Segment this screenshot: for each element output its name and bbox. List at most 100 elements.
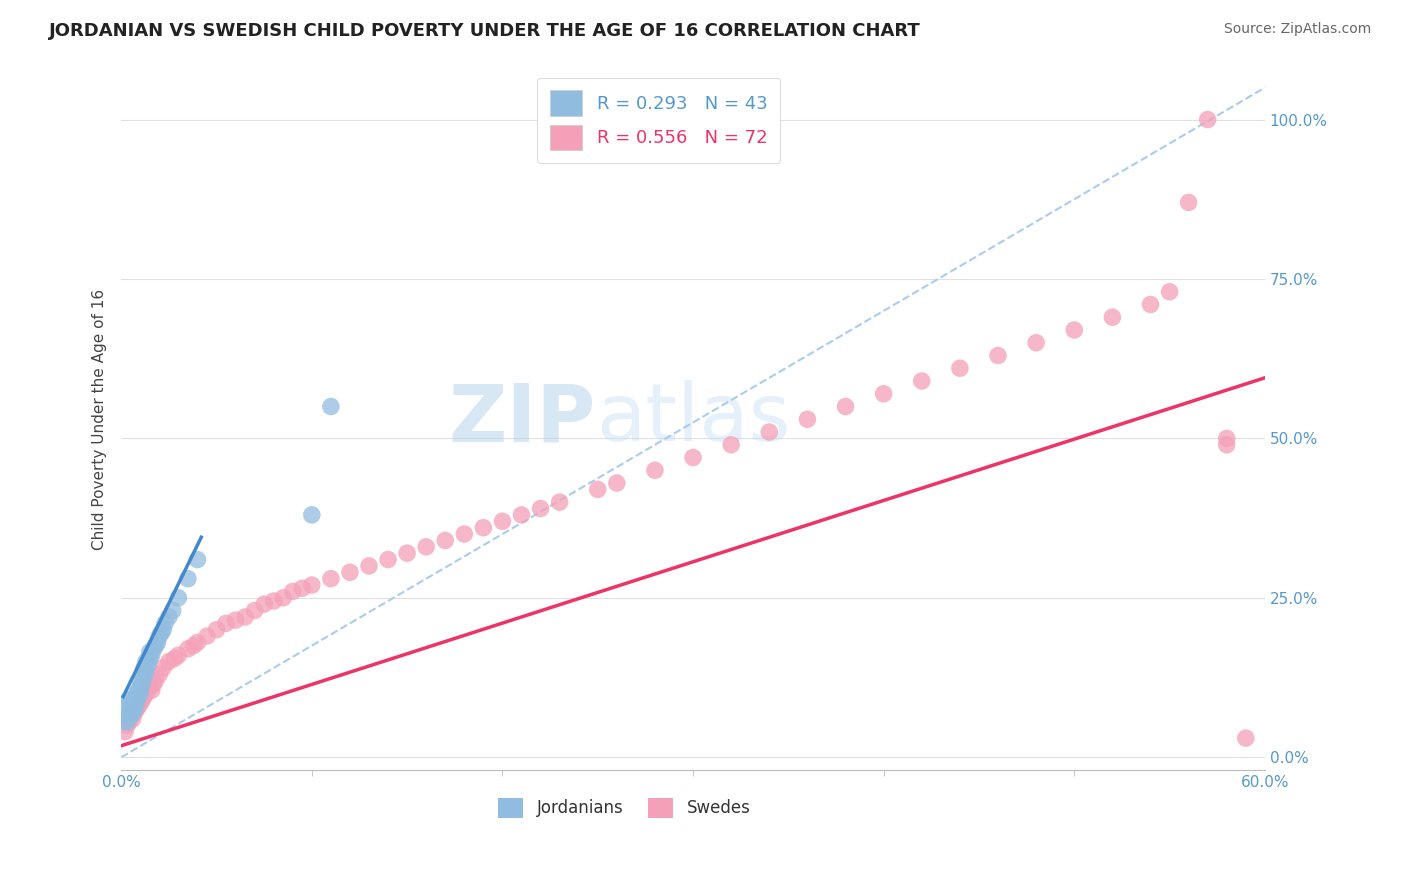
Point xyxy=(148,629,170,643)
Point xyxy=(510,508,533,522)
Point xyxy=(129,673,152,688)
Point xyxy=(291,581,314,595)
Point xyxy=(120,702,142,716)
Point xyxy=(758,425,780,439)
Point xyxy=(434,533,457,548)
Point xyxy=(114,712,136,726)
Point xyxy=(301,508,323,522)
Point xyxy=(1025,335,1047,350)
Point xyxy=(253,597,276,611)
Point xyxy=(131,677,153,691)
Point xyxy=(263,594,285,608)
Point xyxy=(720,438,742,452)
Point xyxy=(145,673,167,688)
Point xyxy=(834,400,856,414)
Text: atlas: atlas xyxy=(596,380,790,458)
Point xyxy=(357,558,380,573)
Point xyxy=(152,661,174,675)
Point xyxy=(162,603,184,617)
Point xyxy=(377,552,399,566)
Point xyxy=(281,584,304,599)
Point xyxy=(157,655,180,669)
Point xyxy=(132,671,155,685)
Point xyxy=(491,514,513,528)
Point xyxy=(127,699,149,714)
Point xyxy=(195,629,218,643)
Point xyxy=(186,635,208,649)
Point xyxy=(415,540,437,554)
Point xyxy=(215,616,238,631)
Text: Source: ZipAtlas.com: Source: ZipAtlas.com xyxy=(1223,22,1371,37)
Point xyxy=(271,591,294,605)
Point xyxy=(243,603,266,617)
Point xyxy=(118,712,141,726)
Point xyxy=(125,696,148,710)
Point xyxy=(177,641,200,656)
Point xyxy=(167,648,190,663)
Point xyxy=(163,651,186,665)
Point xyxy=(135,655,157,669)
Point xyxy=(529,501,551,516)
Point xyxy=(225,613,247,627)
Point xyxy=(115,699,138,714)
Point xyxy=(319,572,342,586)
Point xyxy=(1139,297,1161,311)
Point xyxy=(301,578,323,592)
Point xyxy=(1177,195,1199,210)
Point xyxy=(548,495,571,509)
Point xyxy=(124,702,146,716)
Point xyxy=(129,680,152,694)
Point xyxy=(139,645,162,659)
Point xyxy=(124,693,146,707)
Point xyxy=(141,648,163,663)
Point xyxy=(136,657,159,672)
Point xyxy=(139,680,162,694)
Point xyxy=(796,412,818,426)
Point xyxy=(911,374,934,388)
Point xyxy=(682,450,704,465)
Text: ZIP: ZIP xyxy=(449,380,596,458)
Point xyxy=(125,702,148,716)
Point xyxy=(142,677,165,691)
Point xyxy=(127,683,149,698)
Point xyxy=(153,616,176,631)
Point xyxy=(1197,112,1219,127)
Point xyxy=(121,706,143,720)
Text: JORDANIAN VS SWEDISH CHILD POVERTY UNDER THE AGE OF 16 CORRELATION CHART: JORDANIAN VS SWEDISH CHILD POVERTY UNDER… xyxy=(49,22,921,40)
Point xyxy=(120,708,142,723)
Point xyxy=(114,724,136,739)
Point xyxy=(146,635,169,649)
Point xyxy=(118,706,141,720)
Point xyxy=(139,651,162,665)
Point xyxy=(150,626,173,640)
Point xyxy=(1063,323,1085,337)
Point xyxy=(121,699,143,714)
Point xyxy=(121,712,143,726)
Point xyxy=(131,667,153,681)
Point xyxy=(127,690,149,704)
Point xyxy=(177,572,200,586)
Point xyxy=(319,400,342,414)
Point xyxy=(120,696,142,710)
Point xyxy=(145,639,167,653)
Point xyxy=(472,521,495,535)
Legend: Jordanians, Swedes: Jordanians, Swedes xyxy=(492,791,758,825)
Point xyxy=(129,686,152,700)
Point xyxy=(1159,285,1181,299)
Point xyxy=(586,483,609,497)
Point xyxy=(949,361,972,376)
Point xyxy=(396,546,419,560)
Point xyxy=(183,639,205,653)
Point xyxy=(186,552,208,566)
Point xyxy=(205,623,228,637)
Point xyxy=(141,683,163,698)
Point xyxy=(233,610,256,624)
Point xyxy=(1216,431,1239,445)
Point xyxy=(129,696,152,710)
Point xyxy=(606,476,628,491)
Point xyxy=(115,718,138,732)
Point xyxy=(644,463,666,477)
Point xyxy=(131,693,153,707)
Point xyxy=(120,708,142,723)
Y-axis label: Child Poverty Under the Age of 16: Child Poverty Under the Age of 16 xyxy=(93,289,107,549)
